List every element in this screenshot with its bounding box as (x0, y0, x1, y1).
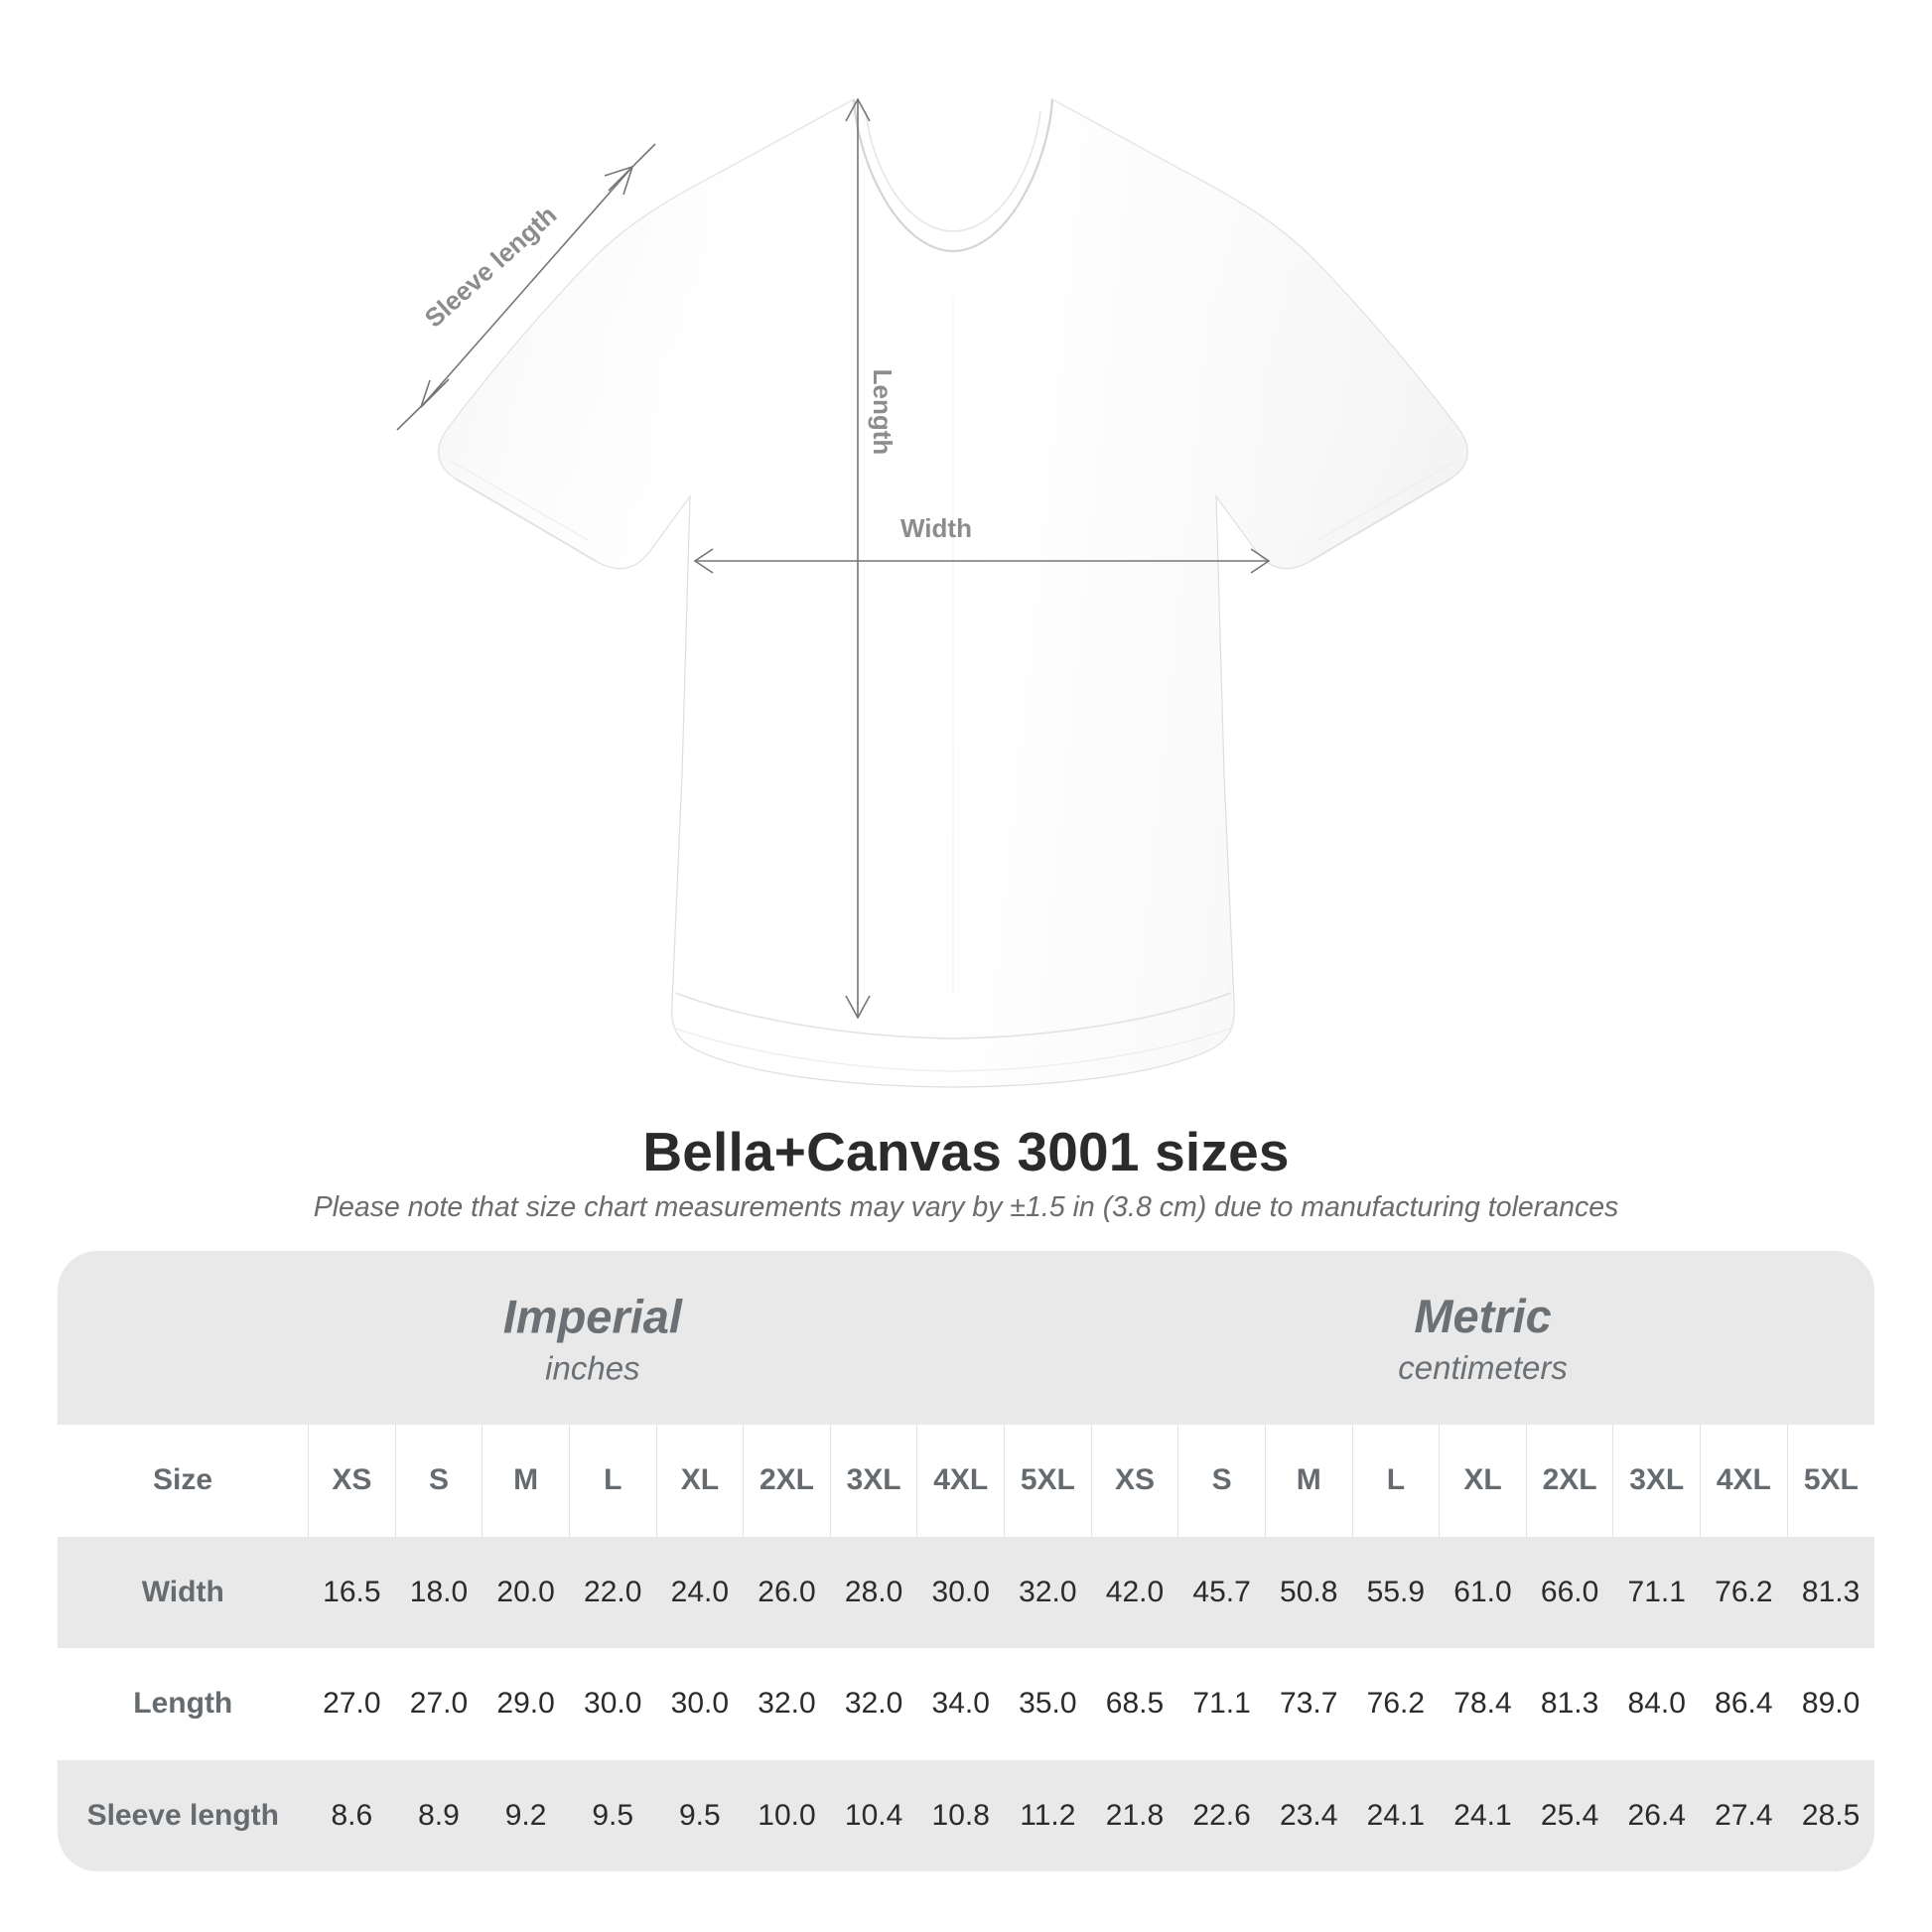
svg-text:Length: Length (868, 369, 897, 456)
svg-text:Width: Width (900, 513, 972, 543)
svg-text:Sleeve length: Sleeve length (419, 200, 563, 333)
